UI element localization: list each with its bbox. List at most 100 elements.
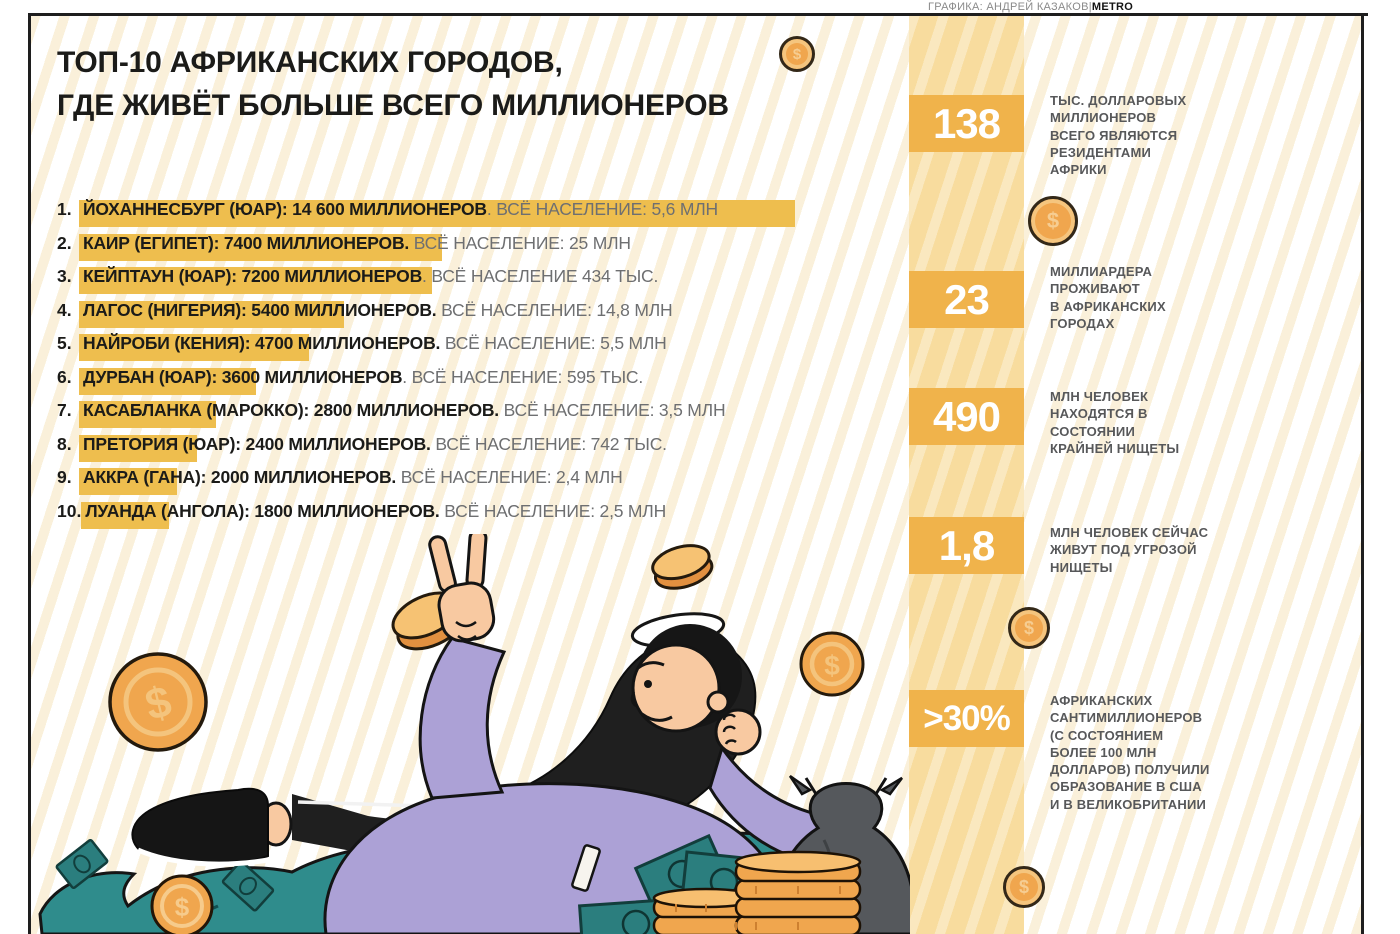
smile <box>641 712 673 722</box>
stat-value: 1,8 <box>938 521 995 569</box>
knuckles <box>722 713 737 745</box>
credit-separator: | <box>1088 1 1092 13</box>
population-text: ВСЁ НАСЕЛЕНИЕ: 2,5 МЛН <box>439 500 667 521</box>
credit-text: ГРАФИКА: АНДРЕЙ КАЗАКОВ <box>928 1 1089 13</box>
population-text: ВСЁ НАСЕЛЕНИЕ: 25 МЛН <box>409 232 631 253</box>
dollar-coin-icon: $ <box>1028 196 1078 246</box>
rank-number: 7. <box>57 400 72 421</box>
dollar-glyph: $ <box>1046 208 1060 233</box>
highlight-bar <box>79 367 256 395</box>
raised-arm <box>418 636 507 800</box>
dollar-coin-icon: $ <box>1008 607 1050 649</box>
ranking-row: 6. ДУРБАН (ЮАР): 3600 МИЛЛИОНЕРОВ. ВСЁ Н… <box>57 361 729 395</box>
city-millionaires-text: ЛАГОС (НИГЕРИЯ): 5400 МИЛЛИОНЕРОВ. <box>83 299 437 320</box>
rank-number: 2. <box>57 232 72 253</box>
city-millionaires-text: КЕЙПТАУН (ЮАР): 7200 МИЛЛИОНЕРОВ <box>83 266 423 287</box>
city-millionaires-text: ПРЕТОРИЯ (ЮАР): 2400 МИЛЛИОНЕРОВ. <box>83 433 431 454</box>
stat-description: АФРИКАНСКИХ САНТИМИЛЛИОНЕРОВ (С СОСТОЯНИ… <box>1050 693 1210 812</box>
title-line-1: ТОП-10 АФРИКАНСКИХ ГОРОДОВ, <box>57 46 563 79</box>
rank-number: 4. <box>57 299 72 320</box>
stat-description: ТЫС. ДОЛЛАРОВЫХ МИЛЛИОНЕРОВ ВСЕГО ЯВЛЯЮТ… <box>1050 93 1187 178</box>
city-millionaires-text: КАСАБЛАНКА (МАРОККО): 2800 МИЛЛИОНЕРОВ. <box>83 400 499 421</box>
ranking-row: 9. АККРА (ГАНА): 2000 МИЛЛИОНЕРОВ. ВСЁ Н… <box>57 461 729 496</box>
ranking-row: 8. ПРЕТОРИЯ (ЮАР): 2400 МИЛЛИОНЕРОВ. ВСЁ… <box>57 428 729 462</box>
eye <box>644 680 652 688</box>
stat-description: МЛН ЧЕЛОВЕК НАХОДЯТСЯ В СОСТОЯНИИ КРАЙНЕ… <box>1050 389 1180 456</box>
population-text: . ВСЁ НАСЕЛЕНИЕ: 595 ТЫС. <box>402 366 644 387</box>
city-millionaires-text: ЙОХАННЕСБУРГ (ЮАР): 14 600 МИЛЛИОНЕРОВ <box>83 199 487 220</box>
frame-left-rule <box>28 13 31 934</box>
dollar-coin-icon: $ <box>779 36 815 72</box>
dollar-glyph: $ <box>1023 617 1034 638</box>
population-text: . ВСЁ НАСЕЛЕНИЕ: 5,6 МЛН <box>486 199 718 220</box>
title-line-2: ГДЕ ЖИВЁТ БОЛЬШЕ ВСЕГО МИЛЛИОНЕРОВ <box>57 88 729 122</box>
banknote-icon <box>55 838 109 890</box>
highlight-bar <box>79 200 795 228</box>
rank-number: 6. <box>57 366 72 387</box>
banknote-icon <box>221 860 275 912</box>
highlight-bar <box>81 501 170 529</box>
ranking-row: 5. НАЙРОБИ (КЕНИЯ): 4700 МИЛЛИОНЕРОВ. ВС… <box>57 327 729 362</box>
page-title: ТОП-10 АФРИКАНСКИХ ГОРОДОВ, ГДЕ ЖИВЁТ БО… <box>57 42 729 127</box>
city-millionaires-text: КАИР (ЕГИПЕТ): 7400 МИЛЛИОНЕРОВ. <box>83 232 410 253</box>
highlight-bar <box>79 334 309 362</box>
fist <box>714 708 762 756</box>
population-text: ВСЁ НАСЕЛЕНИЕ: 14,8 МЛН <box>436 299 673 320</box>
dollar-coin-icon: $ <box>799 631 865 697</box>
city-millionaires-text: НАЙРОБИ (КЕНИЯ): 4700 МИЛЛИОНЕРОВ. <box>83 333 441 354</box>
city-millionaires-text: ДУРБАН (ЮАР): 3600 МИЛЛИОНЕРОВ <box>83 366 403 387</box>
chest-pocket <box>571 844 601 892</box>
stat-description: МЛН ЧЕЛОВЕК СЕЙЧАС ЖИВУТ ПОД УГРОЗОЙ НИЩ… <box>1050 525 1209 575</box>
population-text: . ВСЁ НАСЕЛЕНИЕ 434 ТЫС. <box>422 266 659 287</box>
coin-stack-icon <box>652 850 862 934</box>
stat-badge: 1,8 <box>909 517 1024 574</box>
credit-line: ГРАФИКА: АНДРЕЙ КАЗАКОВ|METRO <box>928 1 1133 13</box>
ranking-row: 10. ЛУАНДА (АНГОЛА): 1800 МИЛЛИОНЕРОВ. В… <box>57 495 729 529</box>
highlight-bar <box>79 300 344 328</box>
dollar-glyph: $ <box>792 45 802 63</box>
head <box>630 612 742 733</box>
shoe-sole <box>136 847 269 867</box>
stat-description: МИЛЛИАРДЕРА ПРОЖИВАЮТ В АФРИКАНСКИХ ГОРО… <box>1050 264 1166 331</box>
highlight-bar <box>79 468 177 496</box>
rank-number: 1. <box>57 199 72 220</box>
stat-value: 138 <box>932 99 1001 147</box>
stat-badge: 490 <box>909 388 1024 445</box>
population-text: ВСЁ НАСЕЛЕНИЕ: 742 ТЫС. <box>430 433 667 454</box>
ranking-row: 7. КАСАБЛАНКА (МАРОККО): 2800 МИЛЛИОНЕРО… <box>57 394 729 429</box>
svg-text:$: $ <box>175 892 190 922</box>
rank-number: 3. <box>57 266 72 287</box>
rank-number: 8. <box>57 433 72 454</box>
stat-badge: 138 <box>909 95 1024 152</box>
dollar-glyph: $ <box>1018 876 1029 897</box>
ranking-row: 2. КАИР (ЕГИПЕТ): 7400 МИЛЛИОНЕРОВ. ВСЁ … <box>57 227 729 261</box>
metro-logo: METRO <box>1091 1 1134 13</box>
large-dollar-coin-icon: $ <box>108 652 208 752</box>
city-ranking-list: 1. ЙОХАННЕСБУРГ (ЮАР): 14 600 МИЛЛИОНЕРО… <box>57 193 795 529</box>
ranking-row: 3. КЕЙПТАУН (ЮАР): 7200 МИЛЛИОНЕРОВ. ВСЁ… <box>57 260 729 295</box>
highlight-bar <box>79 267 432 295</box>
stat-badge: >30% <box>909 690 1024 747</box>
stat-badge: 23 <box>909 271 1024 328</box>
stat-value: 490 <box>932 392 1001 440</box>
tilted-coin-icon <box>651 544 714 590</box>
population-text: ВСЁ НАСЕЛЕНИЕ: 5,5 МЛН <box>440 333 667 354</box>
ranking-row: 4. ЛАГОС (НИГЕРИЯ): 5400 МИЛЛИОНЕРОВ. ВС… <box>57 294 729 328</box>
population-text: ВСЁ НАСЕЛЕНИЕ: 3,5 МЛН <box>498 400 726 421</box>
rank-number: 5. <box>57 333 72 354</box>
svg-text:$: $ <box>824 650 840 681</box>
rank-number: 10. <box>57 500 82 521</box>
stat-value: 23 <box>944 275 990 323</box>
ear <box>706 690 730 714</box>
stat-value: >30% <box>923 698 1010 738</box>
highlight-bar <box>79 401 216 429</box>
frame-right-rule <box>1361 13 1364 934</box>
highlight-bar <box>79 233 442 261</box>
rank-number: 9. <box>57 467 72 488</box>
peace-sign-hand <box>428 534 496 643</box>
highlight-bar <box>79 434 197 462</box>
ranking-row: 1. ЙОХАННЕСБУРГ (ЮАР): 14 600 МИЛЛИОНЕРО… <box>57 193 795 228</box>
dollar-coin-icon: $ <box>1003 866 1045 908</box>
population-text: ВСЁ НАСЕЛЕНИЕ: 2,4 МЛН <box>396 467 623 488</box>
